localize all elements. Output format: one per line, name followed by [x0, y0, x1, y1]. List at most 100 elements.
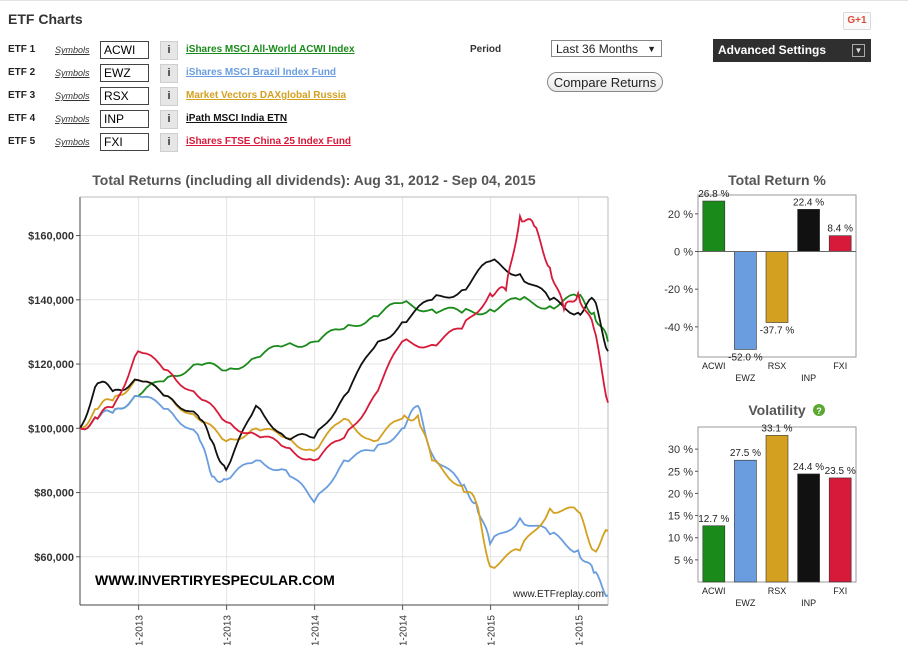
category-label: ACWI [702, 361, 726, 371]
x-tick-label: Jul-01-2014 [399, 615, 410, 645]
chart-credit: www.ETFreplay.com [512, 589, 604, 600]
bar-value-label: -52.0 % [728, 352, 763, 363]
category-label: INP [801, 373, 816, 383]
series-line-fxi [79, 212, 609, 462]
fund-name-link[interactable]: Market Vectors DAXglobal Russia [186, 90, 347, 101]
info-button[interactable]: i [160, 87, 178, 106]
y-tick-label: 25 % [668, 466, 693, 478]
x-tick-label: Jul-01-2013 [223, 615, 234, 645]
y-tick-label: -20 % [664, 284, 693, 296]
info-button[interactable]: i [160, 64, 178, 83]
bar-value-label: 22.4 % [793, 197, 824, 208]
bar-plot-frame [697, 194, 857, 358]
y-tick-label: -40 % [664, 322, 693, 334]
bar-value-label: 23.5 % [825, 466, 856, 477]
question-mark-glyph: ? [816, 406, 822, 416]
symbols-link[interactable]: Symbols [55, 137, 90, 147]
y-tick-label: 10 % [668, 533, 693, 545]
total-return-bar-chart: Total Return % 20 % 0 % -20 % -40 % 26.8 % ACW… [664, 172, 857, 383]
bar-rsx [765, 251, 789, 323]
bar-ewz [734, 459, 757, 583]
fund-name-link[interactable]: iShares MSCI Brazil Index Fund [186, 67, 337, 78]
top-divider [0, 0, 908, 1]
volatility-bar-chart: Volatility ? 30 % 25 % 20 % 15 % 10 % 5 % 12.7 %… [668, 402, 857, 608]
fund-name-link[interactable]: iPath MSCI India ETN [186, 113, 288, 124]
bar-value-label: 26.8 % [698, 189, 729, 200]
series-line-ewz [79, 395, 609, 598]
fund-name-link[interactable]: iShares FTSE China 25 Index Fund [186, 136, 352, 147]
y-tick-label: $60,000 [34, 552, 74, 564]
etf-number-label: ETF 3 [8, 90, 36, 101]
y-tick-label: 20 % [668, 209, 693, 221]
bar-fxi [828, 477, 852, 583]
category-label: RSX [768, 361, 787, 371]
bar-inp [797, 473, 820, 583]
watermark-text: WWW.INVERTIRYESPECULAR.COM [95, 572, 335, 588]
symbol-input[interactable] [100, 87, 149, 105]
bar-chart-title: Volatility [748, 402, 806, 418]
bar-chart-title: Total Return % [728, 172, 826, 188]
x-tick-label: Jan-01-2014 [311, 615, 322, 645]
advanced-settings-button[interactable]: Advanced Settings ▼ [713, 39, 871, 62]
page-title: ETF Charts [8, 11, 83, 27]
symbols-link[interactable]: Symbols [55, 91, 90, 101]
info-button[interactable]: i [160, 41, 178, 60]
compare-returns-button[interactable]: Compare Returns [547, 72, 663, 92]
y-tick-label: 5 % [674, 555, 693, 567]
bar-value-label: 12.7 % [698, 514, 729, 525]
y-tick-label: 15 % [668, 511, 693, 523]
y-tick-label: 20 % [668, 488, 693, 500]
period-select[interactable]: Last 36 Months ▼ [551, 40, 662, 57]
etf-number-label: ETF 4 [8, 113, 36, 124]
bar-acwi [702, 200, 726, 252]
category-label: RSX [768, 586, 787, 596]
total-returns-line-chart: Total Returns (including all dividends):… [28, 172, 609, 645]
bar-value-label: -37.7 % [760, 326, 795, 337]
period-label: Period [470, 44, 502, 55]
category-label: EWZ [735, 373, 755, 383]
bar-value-label: 24.4 % [793, 462, 824, 473]
bar-rsx [765, 435, 789, 583]
symbols-link[interactable]: Symbols [55, 114, 90, 124]
y-tick-label: $80,000 [34, 488, 74, 500]
symbol-input[interactable] [100, 133, 149, 151]
y-tick-label: $120,000 [28, 359, 74, 371]
info-button[interactable]: i [160, 110, 178, 129]
x-tick-label: Jul-01-2015 [575, 615, 586, 645]
bar-value-label: 33.1 % [761, 423, 792, 434]
category-label: FXI [833, 586, 847, 596]
y-tick-label: 30 % [668, 444, 693, 456]
fund-name-link[interactable]: iShares MSCI All-World ACWI Index [186, 44, 355, 55]
bar-value-label: 27.5 % [730, 448, 761, 459]
google-plus-share-button[interactable]: G+1 [843, 12, 871, 30]
bar-value-label: 8.4 % [827, 224, 853, 235]
category-label: INP [801, 598, 816, 608]
bar-acwi [702, 525, 726, 583]
series-line-inp [79, 258, 609, 473]
y-tick-label: $160,000 [28, 231, 74, 243]
etf-number-label: ETF 5 [8, 136, 36, 147]
category-label: EWZ [735, 598, 755, 608]
etf-number-label: ETF 2 [8, 67, 36, 78]
bar-inp [797, 209, 820, 252]
question-circle-icon [813, 404, 825, 416]
y-tick-label: 0 % [674, 247, 693, 259]
bar-ewz [734, 251, 757, 350]
symbols-link[interactable]: Symbols [55, 68, 90, 78]
category-label: ACWI [702, 586, 726, 596]
y-tick-label: $140,000 [28, 295, 74, 307]
bar-fxi [828, 235, 852, 252]
symbols-link[interactable]: Symbols [55, 45, 90, 55]
symbol-input[interactable] [100, 64, 149, 82]
series-line-acwi [79, 293, 609, 431]
double-chevron-down-icon: ▼ [852, 44, 865, 57]
info-button[interactable]: i [160, 133, 178, 152]
advanced-settings-label: Advanced Settings [718, 43, 827, 57]
chart-title: Total Returns (including all dividends):… [92, 172, 536, 188]
x-tick-label: Jan-01-2013 [135, 615, 146, 645]
x-tick-label: Jan-01-2015 [487, 615, 498, 645]
dropdown-arrow-icon: ▼ [647, 44, 656, 54]
symbol-input[interactable] [100, 41, 149, 59]
category-label: FXI [833, 361, 847, 371]
symbol-input[interactable] [100, 110, 149, 128]
